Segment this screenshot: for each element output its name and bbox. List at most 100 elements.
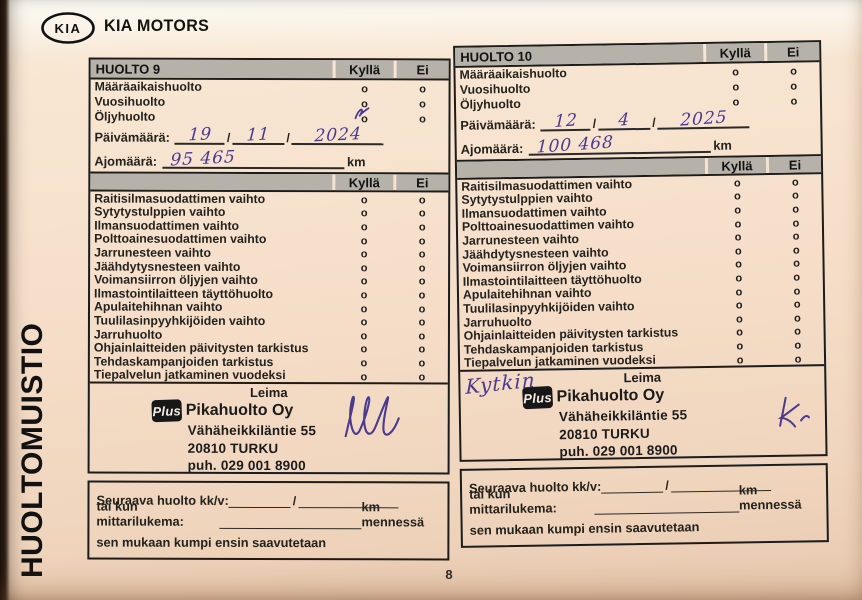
checklist-item-label: Raitisilmasuodattimen vaihto bbox=[94, 191, 266, 206]
checklist-row: Ilmansuodattimen vaihto o o bbox=[90, 218, 448, 233]
stamp-city: 20810 TURKU bbox=[187, 440, 279, 456]
checklist-item-label: Jarruhuolto bbox=[93, 327, 163, 342]
scan-left-edge-shadow bbox=[0, 0, 10, 600]
checklist-row: Tehdaskampanjoiden tarkistus o o bbox=[90, 354, 448, 369]
stamp-header-row: Plus Pikahuolto Oy bbox=[151, 399, 448, 423]
handwritten-year: 2024 bbox=[313, 123, 362, 147]
column-header-no: Ei bbox=[396, 60, 449, 79]
next-service-month-line bbox=[601, 479, 664, 494]
odometer-by-line bbox=[594, 499, 740, 516]
kia-logo-icon: KIA bbox=[41, 12, 95, 44]
brand-name: KIA MOTORS bbox=[104, 17, 210, 35]
checklist-row: Voimansiirron öljyjen vaihto o o bbox=[90, 273, 448, 288]
checklist-row: Jarruhuolto o o bbox=[90, 327, 448, 342]
handwritten-odometer: 100 468 bbox=[535, 132, 614, 158]
whichever-first-row: sen mukaan kumpi ensin saavutetaan bbox=[96, 532, 440, 554]
km-by-label: km mennessä bbox=[738, 482, 802, 513]
signature-ink bbox=[344, 396, 400, 438]
stamp-area: Leima Plus Pikahuolto Oy Vähäheikkiläntie 5… bbox=[460, 364, 826, 461]
km-unit-label: km bbox=[346, 154, 366, 170]
date-label: Päivämäärä: bbox=[94, 129, 170, 145]
handwritten-day: 19 bbox=[187, 124, 213, 146]
service-type-row: Öljyhuolto o o bbox=[90, 106, 448, 127]
checklist-item-label: Tiepalvelun jatkaminen vuodeksi bbox=[93, 367, 286, 383]
next-service-box: Seuraava huolto kk/v: / tai kun mittariluk… bbox=[87, 480, 450, 561]
checklist-row: Ilmastointilaitteen täyttöhuolto o o bbox=[90, 286, 448, 301]
date-day-field: 12 bbox=[540, 108, 591, 133]
odometer-label: Ajomäärä: bbox=[460, 140, 524, 157]
dealer-stamp: Plus Pikahuolto Oy Vähäheikkiläntie 55 2081… bbox=[151, 399, 448, 475]
stamp-street: Vähäheikkiläntie 55 bbox=[187, 423, 317, 439]
signature-ink bbox=[777, 397, 810, 428]
checklist-row: Jarrunesteen vaihto o o bbox=[90, 246, 448, 261]
next-service-separator: / bbox=[292, 494, 297, 509]
checkbox-yes: o bbox=[335, 106, 393, 127]
date-year-field: 2025 bbox=[657, 106, 750, 131]
checklist-row: Sytytystulppien vaihto o o bbox=[90, 205, 448, 220]
pen-check-mark bbox=[354, 106, 370, 119]
service-record-box: HUOLTO 10 Kyllä Ei Määräaikaishuolto o o Vuosi… bbox=[453, 40, 828, 463]
checklist-row: Raitisilmasuodattimen vaihto o o bbox=[90, 191, 448, 206]
column-header-yes: Kyllä bbox=[706, 43, 765, 62]
whichever-first-row: sen mukaan kumpi ensin saavutetaan bbox=[470, 515, 820, 541]
checklist-row: Apulaitehihnan vaihto o o bbox=[90, 300, 448, 315]
circle-mark: o bbox=[794, 353, 802, 366]
checklist-row: Ohjainlaitteiden päivitysten tarkistus o o bbox=[90, 341, 448, 356]
checklist-item-label: Jarrunesteen vaihto bbox=[94, 245, 212, 260]
stamp-phone: puh. 029 001 8900 bbox=[559, 442, 678, 460]
column-header-no: Ei bbox=[768, 156, 822, 173]
odometer-by-label: tai kun mittarilukema: bbox=[469, 486, 557, 518]
checklist-item-label: Apulaitehihnan vaihto bbox=[93, 299, 223, 315]
service-panel-huolto-9: HUOLTO 9 Kyllä Ei Määräaikaishuolto o o Vuosih… bbox=[87, 57, 451, 561]
whichever-first-label: sen mukaan kumpi ensin saavutetaan bbox=[469, 519, 700, 539]
date-label: Päivämäärä: bbox=[460, 116, 536, 133]
next-service-month-line bbox=[228, 495, 291, 509]
date-separator: / bbox=[226, 130, 231, 145]
odometer-row: Ajomäärä: 95 465 km bbox=[90, 146, 448, 173]
service-record-box: HUOLTO 9 Kyllä Ei Määräaikaishuolto o o Vuosih… bbox=[87, 57, 451, 475]
date-separator: / bbox=[592, 116, 597, 131]
kia-oval-logo: KIA bbox=[40, 11, 96, 50]
column-header-no: Ei bbox=[396, 174, 449, 191]
checklist-header-bar: Kyllä Ei bbox=[90, 171, 449, 193]
stamp-phone: puh. 029 001 8900 bbox=[187, 457, 306, 473]
checklist-row: Tiepalvelun jatkaminen vuodeksi o o bbox=[90, 368, 448, 383]
date-year-field: 2024 bbox=[291, 123, 384, 147]
date-row: Päivämäärä: 19 / 11 / 2024 bbox=[90, 122, 448, 148]
column-header-no: Ei bbox=[767, 42, 820, 61]
checklist-item-label: Ilmansuodattimen vaihto bbox=[94, 218, 240, 233]
header-spacer bbox=[90, 173, 333, 191]
service-type-label: Määräaikaishuolto bbox=[94, 79, 202, 95]
checklist-item-label: Ohjainlaitteiden päivitysten tarkistus bbox=[93, 340, 309, 356]
date-month-field: 4 bbox=[597, 107, 651, 131]
service-panel-huolto-10: HUOLTO 10 Kyllä Ei Määräaikaishuolto o o Vuosi… bbox=[453, 40, 829, 549]
plus-logo: Plus bbox=[151, 399, 183, 423]
checklist-row: Polttoainesuodattimen vaihto o o bbox=[90, 232, 448, 247]
stamp-address: Vähäheikkiläntie 55 20810 TURKU puh. 029 0… bbox=[188, 422, 448, 474]
column-header-yes: Kyllä bbox=[335, 60, 394, 79]
service-type-row: Vuosihuolto o o bbox=[91, 95, 449, 111]
whichever-first-label: sen mukaan kumpi ensin saavutetaan bbox=[96, 534, 327, 551]
handwritten-day: 12 bbox=[553, 110, 578, 133]
circle-mark: o bbox=[418, 370, 426, 383]
date-month-field: 11 bbox=[232, 122, 285, 146]
odometer-by-line bbox=[219, 516, 362, 530]
odometer-label: Ajomäärä: bbox=[94, 153, 158, 169]
circle-mark: o bbox=[419, 112, 426, 125]
checkbox-no: o bbox=[768, 91, 820, 110]
checklist-item-label: Ilmastointilaitteen täyttöhuolto bbox=[94, 286, 274, 301]
checklist-row: Tuulilasinpyyhkijöiden vaihto o o bbox=[90, 314, 448, 329]
handwritten-month: 4 bbox=[617, 109, 631, 131]
stamp-company: Pikahuolto Oy bbox=[556, 386, 665, 406]
panel-title: HUOLTO 9 bbox=[90, 59, 333, 79]
date-day-field: 19 bbox=[174, 122, 225, 146]
stamp-company: Pikahuolto Oy bbox=[185, 402, 294, 420]
date-separator: / bbox=[652, 115, 656, 130]
service-type-row: Määräaikaishuolto o o bbox=[91, 80, 449, 96]
km-unit-label: km bbox=[713, 137, 732, 153]
odometer-field: 95 465 bbox=[161, 146, 345, 170]
circle-mark: o bbox=[360, 370, 368, 383]
checklist-item-label: Sytytystulppien vaihto bbox=[94, 204, 226, 220]
km-by-label: km mennessä bbox=[361, 499, 425, 530]
